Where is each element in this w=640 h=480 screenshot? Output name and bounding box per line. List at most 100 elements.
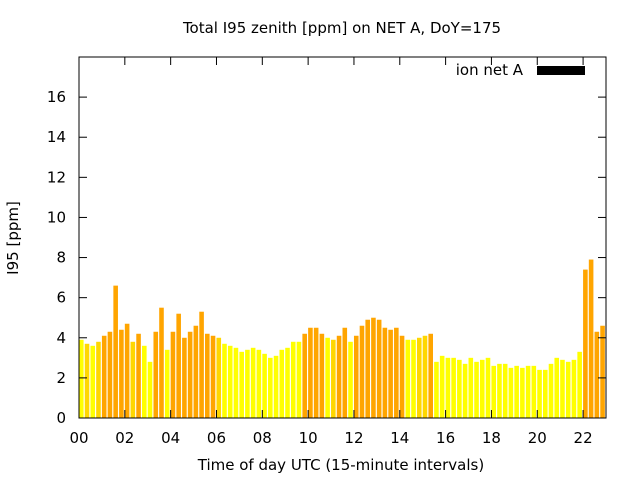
bar <box>600 325 605 418</box>
bar <box>256 349 262 418</box>
bar <box>290 341 296 418</box>
plot-frame <box>78 56 607 419</box>
bar <box>210 335 216 418</box>
bar <box>153 331 159 418</box>
y-tick-label: 4 <box>56 329 66 347</box>
bar <box>233 347 239 418</box>
x-tick-label: 18 <box>482 429 501 447</box>
bar <box>187 331 193 418</box>
bar <box>462 363 468 418</box>
y-tick-label: 16 <box>47 88 66 106</box>
bar <box>205 333 210 418</box>
bar <box>142 345 147 418</box>
bar <box>302 333 307 418</box>
bar <box>525 365 531 418</box>
bar <box>548 363 554 418</box>
bar <box>479 359 485 418</box>
bar <box>336 335 342 418</box>
bar <box>124 323 130 418</box>
bar <box>331 339 336 418</box>
x-tick-label: 02 <box>115 429 134 447</box>
x-tick-label: 10 <box>299 429 318 447</box>
bar <box>399 335 405 418</box>
bar <box>239 351 244 418</box>
bar <box>308 327 313 418</box>
bar <box>222 343 227 418</box>
bar <box>285 347 290 418</box>
bar <box>537 369 542 418</box>
bar <box>96 341 101 418</box>
bar <box>502 363 508 418</box>
bar <box>342 327 348 418</box>
bar <box>147 361 153 418</box>
bar <box>388 329 393 418</box>
bar <box>428 333 433 418</box>
bar <box>325 337 330 418</box>
y-tick-label: 14 <box>47 128 66 146</box>
bar <box>583 269 588 418</box>
bar <box>445 357 451 418</box>
bar <box>416 337 422 418</box>
bar <box>164 349 170 418</box>
bar <box>136 333 141 418</box>
bar <box>182 337 187 418</box>
bar <box>193 325 199 418</box>
bars-group <box>79 259 605 418</box>
bar <box>101 335 107 418</box>
bar <box>319 333 325 418</box>
y-tick-label: 2 <box>56 369 66 387</box>
bar <box>520 367 525 418</box>
y-tick-label: 12 <box>47 168 66 186</box>
bar <box>588 259 594 418</box>
bar <box>353 335 359 418</box>
bar <box>542 369 548 418</box>
bar <box>365 319 370 418</box>
x-tick-label: 06 <box>207 429 226 447</box>
bar <box>497 363 502 418</box>
y-tick-label: 0 <box>56 409 66 427</box>
bar <box>84 343 90 418</box>
bar <box>560 359 565 418</box>
bar <box>376 319 382 418</box>
legend-label: ion net A <box>456 61 524 79</box>
bar <box>394 327 399 418</box>
bar <box>451 357 456 418</box>
x-tick-label: 08 <box>253 429 272 447</box>
bar <box>262 353 267 418</box>
bar <box>577 351 582 418</box>
x-tick-label: 04 <box>161 429 180 447</box>
chart-title: Total I95 zenith [ppm] on NET A, DoY=175 <box>182 19 501 37</box>
y-tick-label: 6 <box>56 289 66 307</box>
bar <box>439 355 445 418</box>
bar <box>159 307 164 418</box>
bar <box>170 331 176 418</box>
bar <box>531 365 537 418</box>
y-tick-label: 8 <box>56 249 66 267</box>
bar <box>245 349 250 418</box>
bar <box>107 331 113 418</box>
bar <box>113 285 118 418</box>
x-tick-label: 00 <box>69 429 88 447</box>
bar <box>434 361 439 418</box>
bar <box>130 341 136 418</box>
bar <box>79 339 84 418</box>
x-tick-label: 12 <box>344 429 363 447</box>
bar <box>359 325 365 418</box>
bar <box>411 339 416 418</box>
bar <box>514 365 519 418</box>
bar <box>554 357 560 418</box>
bar <box>90 345 96 418</box>
bar <box>491 365 497 418</box>
bar <box>508 367 514 418</box>
y-axis-label: I95 [ppm] <box>4 201 22 275</box>
bar <box>405 339 411 418</box>
bar <box>474 361 479 418</box>
bar <box>273 355 279 418</box>
bar <box>565 361 571 418</box>
bar <box>571 359 577 418</box>
bar <box>348 341 353 418</box>
bar <box>468 357 474 418</box>
bar <box>119 329 124 418</box>
